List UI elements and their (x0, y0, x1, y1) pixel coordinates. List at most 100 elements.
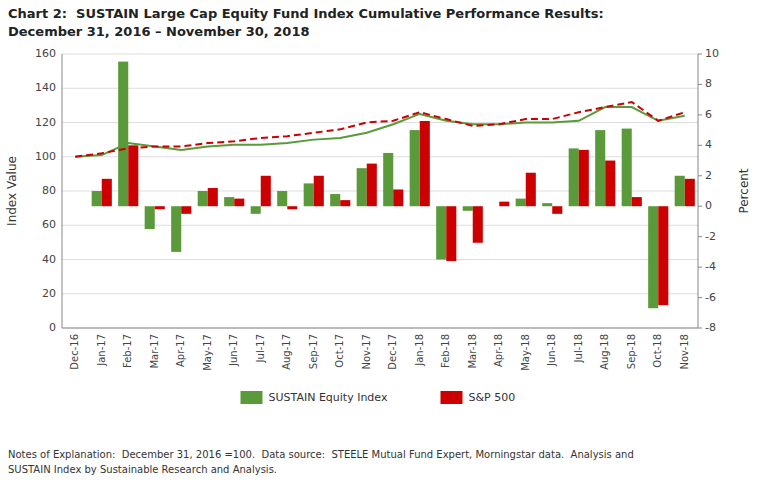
x-tick-label: Dec-16 (69, 334, 80, 370)
y2-tick-label: 2 (705, 169, 712, 182)
bar (330, 194, 340, 206)
y2-tick (698, 54, 702, 55)
bar (648, 206, 658, 308)
x-tick-label: Oct-17 (334, 334, 345, 368)
bar (287, 206, 297, 209)
x-tick-label: Aug-17 (281, 334, 292, 370)
x-tick-label: Sep-18 (626, 334, 637, 369)
y2-tick-label: -2 (705, 230, 716, 243)
y2-tick (698, 145, 702, 146)
bar (145, 206, 155, 229)
bar (118, 62, 128, 207)
bar (304, 183, 314, 206)
bar (463, 206, 473, 211)
footnote-line: Notes of Explanation: December 31, 2016 … (8, 449, 634, 460)
bar (102, 179, 112, 206)
bar (526, 173, 536, 206)
x-tick-label: Oct-18 (652, 334, 663, 368)
y-axis-line (62, 54, 63, 328)
y2-tick-label: 6 (705, 108, 712, 121)
grid (62, 54, 698, 328)
bar (446, 206, 456, 261)
y-tick-label: 80 (42, 184, 56, 197)
bar (314, 176, 324, 206)
bar (595, 130, 605, 206)
bar (542, 203, 552, 206)
bar (251, 206, 261, 214)
bar (155, 206, 165, 209)
legend-label: SUSTAIN Equity Index (269, 391, 388, 404)
x-tick-label: Feb-17 (122, 334, 133, 368)
bar (658, 206, 668, 305)
bar (357, 168, 367, 206)
legend-swatch (441, 391, 463, 404)
bar (410, 130, 420, 206)
y2-tick-label: -6 (705, 291, 716, 304)
bar (128, 145, 138, 206)
legend-label: S&P 500 (469, 391, 516, 404)
x-tick-label: Jul-17 (255, 334, 266, 363)
legend: SUSTAIN Equity Index S&P 500 (241, 391, 516, 404)
subtitle: December 31, 2016 – November 30, 2018 (8, 24, 309, 39)
y2-tick-label: 10 (705, 47, 719, 60)
y2-tick-label: 8 (705, 77, 712, 90)
x-tick-label: Jun-17 (228, 334, 239, 367)
bar (65, 206, 75, 207)
bar (675, 176, 685, 206)
y2-tick (698, 114, 702, 115)
bar (473, 206, 483, 243)
bar (622, 129, 632, 207)
y2-tick (698, 84, 702, 85)
footnote-line: SUSTAIN Index by Sustainable Research an… (8, 464, 277, 475)
bar (489, 206, 499, 207)
bar (579, 150, 589, 206)
grid-line (62, 259, 698, 260)
y2-tick (698, 206, 702, 207)
y-tick-label: 100 (35, 150, 56, 163)
bar (420, 121, 430, 206)
bar (516, 199, 526, 207)
bar (340, 200, 350, 206)
y2-tick (698, 175, 702, 176)
line (75, 102, 685, 157)
line (75, 107, 685, 157)
bar (277, 191, 287, 206)
y2-tick-label: -4 (705, 260, 716, 273)
x-tick-label: Jun-18 (546, 334, 557, 367)
grid-line (62, 225, 698, 226)
plot-data (75, 62, 695, 309)
y-tick-label: 0 (49, 321, 56, 334)
x-tick-label: May-18 (520, 334, 531, 371)
bar (436, 206, 446, 259)
y2-tick (698, 328, 702, 329)
chart: Chart 2: SUSTAIN Large Cap Equity Fund I… (0, 0, 760, 498)
x-tick-label: Sep-17 (308, 334, 319, 369)
bar (171, 206, 181, 252)
y-tick-label: 140 (35, 81, 56, 94)
x-axis-line (62, 328, 698, 329)
bar (234, 199, 244, 207)
x-tick-label: Apr-17 (175, 334, 186, 367)
y2-axis-line (698, 54, 699, 328)
x-tick-label: Mar-18 (467, 334, 478, 369)
x-tick-label: Jan-18 (414, 334, 425, 367)
bar (367, 164, 377, 207)
bar (181, 206, 191, 214)
y-tick-label: 120 (35, 116, 56, 129)
bar (393, 189, 403, 206)
x-tick-label: Jul-18 (573, 334, 584, 363)
x-tick-label: Nov-18 (679, 334, 690, 370)
y2-tick-label: 4 (705, 138, 712, 151)
bar (198, 191, 208, 206)
y-tick-label: 40 (42, 253, 56, 266)
grid-line (62, 293, 698, 294)
y2-axis-label: Percent (737, 168, 751, 213)
bar (499, 202, 509, 207)
y2-tick-label: -8 (705, 321, 716, 334)
y-axis-label: Index Value (5, 156, 19, 226)
bar (92, 191, 102, 206)
y2-tick (698, 267, 702, 268)
footnote: Notes of Explanation: December 31, 2016 … (8, 449, 634, 475)
y2-tick (698, 236, 702, 237)
title: Chart 2: SUSTAIN Large Cap Equity Fund I… (8, 6, 604, 21)
